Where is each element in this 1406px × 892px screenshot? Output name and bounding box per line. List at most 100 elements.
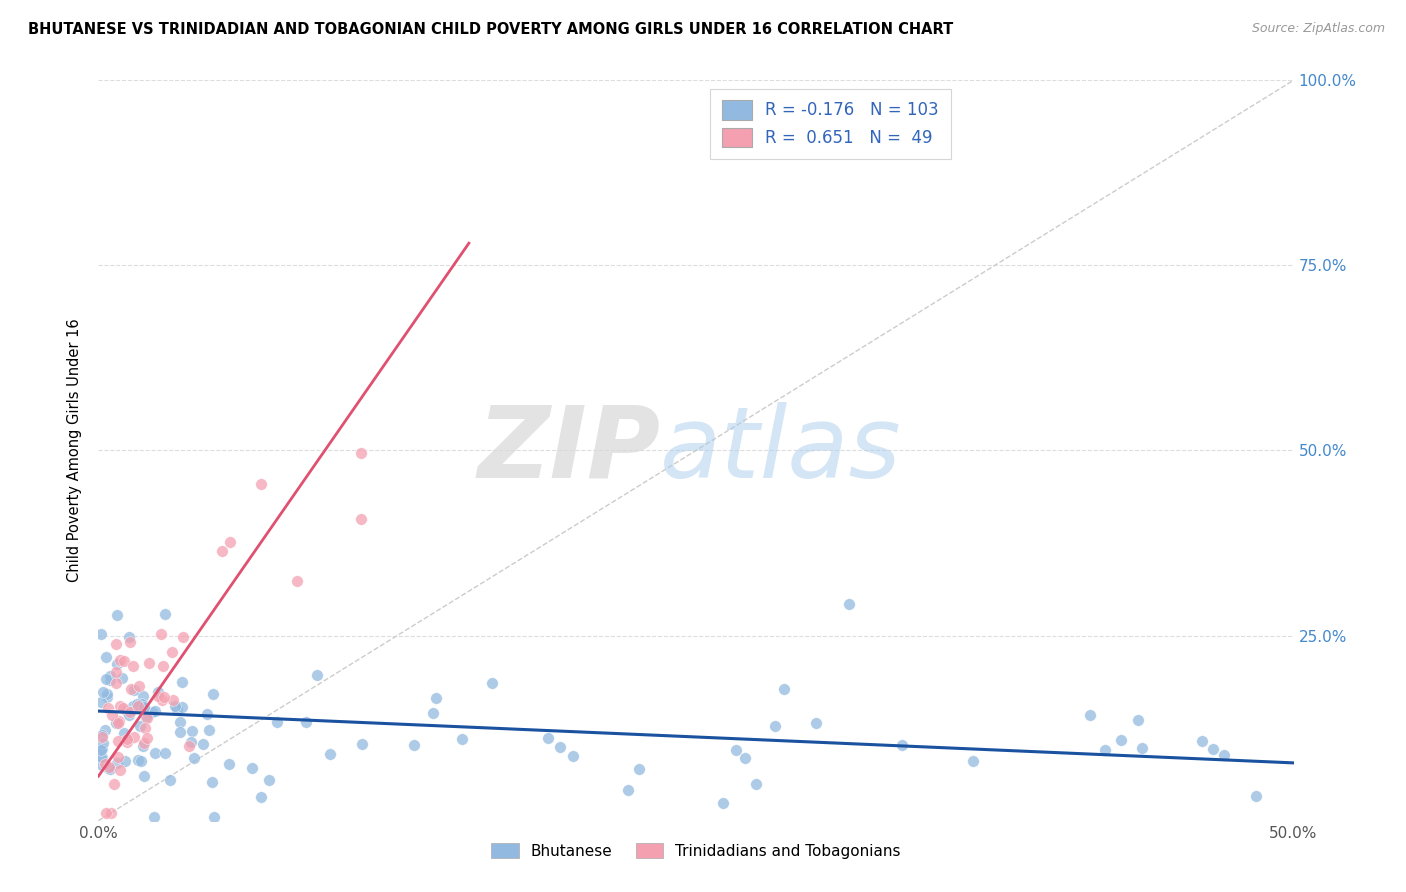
Point [93, 757, 115, 772]
Point [131, 697, 153, 711]
Point [772, 682, 794, 697]
Point [128, 719, 150, 733]
Point [97, 700, 120, 714]
Point [104, 715, 127, 730]
Point [143, 704, 166, 718]
Point [98, 673, 121, 687]
Point [745, 777, 768, 791]
Point [90, 749, 112, 764]
Point [350, 512, 373, 526]
Point [765, 719, 787, 733]
Point [94, 650, 117, 665]
Point [211, 543, 233, 558]
Point [562, 748, 585, 763]
Point [96, 687, 118, 701]
Point [249, 477, 271, 491]
Point [402, 738, 425, 752]
Y-axis label: Child Poverty Among Girls Under 16: Child Poverty Among Girls Under 16 [67, 318, 83, 582]
Point [108, 698, 131, 713]
Point [218, 757, 240, 772]
Point [548, 740, 571, 755]
Point [240, 761, 263, 775]
Point [90, 695, 112, 709]
Point [152, 659, 174, 673]
Point [115, 735, 138, 749]
Point [1078, 707, 1101, 722]
Point [122, 682, 145, 697]
Point [90, 749, 112, 764]
Point [1191, 733, 1213, 747]
Point [107, 715, 129, 730]
Point [711, 796, 734, 810]
Point [838, 597, 860, 611]
Point [98, 760, 121, 774]
Point [90, 742, 112, 756]
Point [112, 701, 135, 715]
Point [107, 749, 129, 764]
Point [890, 738, 912, 752]
Point [195, 706, 218, 721]
Point [114, 754, 136, 768]
Point [105, 756, 128, 771]
Point [166, 702, 188, 716]
Point [149, 627, 172, 641]
Point [105, 657, 128, 671]
Point [98, 762, 121, 776]
Point [112, 654, 135, 668]
Point [136, 731, 159, 746]
Point [160, 645, 183, 659]
Point [219, 535, 242, 549]
Point [734, 751, 756, 765]
Point [115, 731, 138, 746]
Point [1130, 741, 1153, 756]
Point [350, 738, 373, 752]
Point [153, 607, 176, 621]
Point [132, 735, 155, 749]
Point [193, 737, 215, 751]
Point [425, 690, 447, 705]
Point [627, 762, 650, 776]
Point [172, 675, 194, 690]
Point [143, 810, 166, 824]
Point [169, 725, 191, 739]
Point [105, 637, 128, 651]
Point [96, 806, 118, 821]
Point [257, 772, 280, 787]
Point [422, 706, 444, 720]
Point [105, 675, 128, 690]
Point [150, 692, 173, 706]
Point [122, 659, 145, 673]
Point [91, 757, 114, 772]
Point [451, 732, 474, 747]
Point [249, 789, 271, 804]
Point [120, 705, 142, 719]
Text: BHUTANESE VS TRINIDADIAN AND TOBAGONIAN CHILD POVERTY AMONG GIRLS UNDER 16 CORRE: BHUTANESE VS TRINIDADIAN AND TOBAGONIAN … [28, 22, 953, 37]
Point [134, 699, 156, 714]
Point [179, 739, 201, 754]
Point [118, 634, 141, 648]
Point [138, 657, 160, 671]
Point [307, 667, 329, 681]
Point [202, 810, 225, 824]
Point [129, 754, 152, 768]
Point [127, 698, 149, 713]
Point [115, 704, 138, 718]
Point [105, 665, 128, 679]
Point [153, 690, 176, 704]
Point [481, 676, 503, 690]
Point [132, 689, 155, 703]
Point [181, 724, 204, 739]
Point [1094, 743, 1116, 757]
Point [96, 690, 118, 705]
Point [804, 715, 827, 730]
Point [100, 806, 122, 821]
Point [162, 692, 184, 706]
Point [94, 672, 117, 686]
Point [617, 782, 640, 797]
Point [111, 671, 134, 685]
Text: atlas: atlas [661, 402, 901, 499]
Point [165, 699, 187, 714]
Point [1244, 789, 1267, 803]
Point [132, 769, 155, 783]
Point [100, 708, 122, 723]
